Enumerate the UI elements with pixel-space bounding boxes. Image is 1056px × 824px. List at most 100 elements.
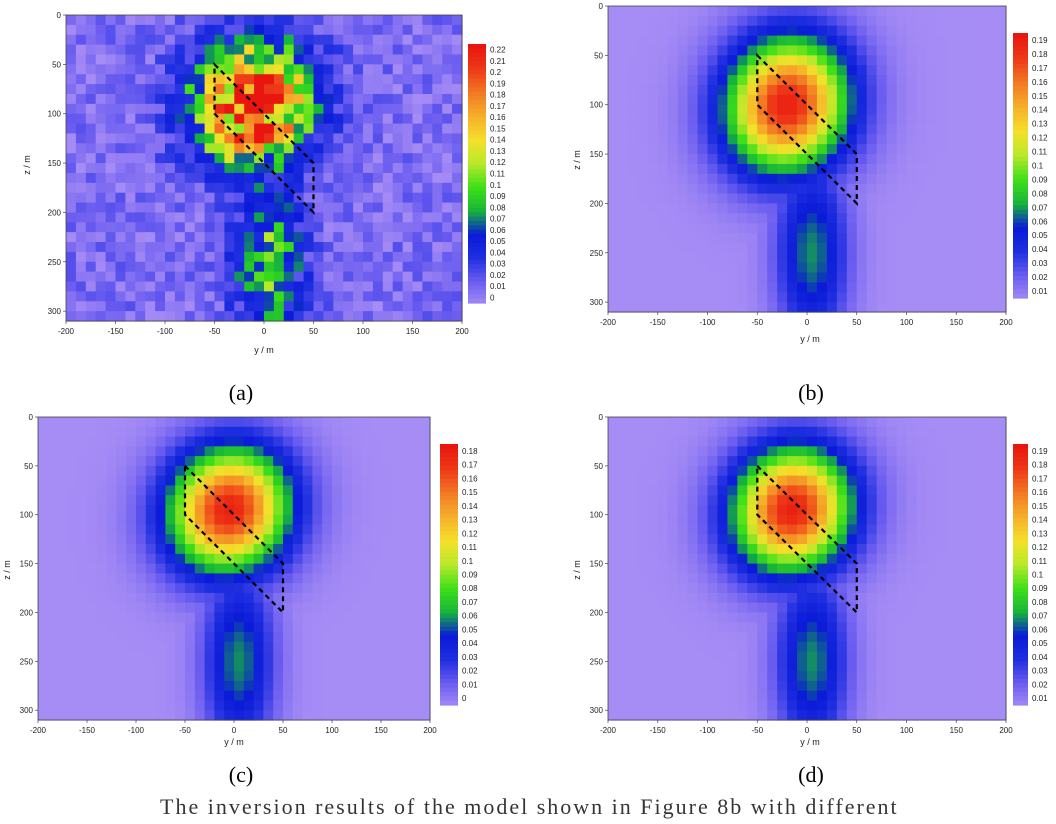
heatmap-cell [777,65,788,76]
heatmap-cell [243,651,255,662]
heatmap-cell [916,514,927,526]
heatmap-cell [115,251,126,263]
heatmap-cell [916,485,927,496]
heatmap-cell [363,291,374,302]
heatmap-cell [996,465,1007,477]
heatmap-cell [787,612,798,623]
heatmap-cell [966,84,977,96]
heatmap-cell [341,632,353,643]
colorbar-swatch [1013,169,1028,175]
heatmap-cell [707,6,719,17]
heatmap-cell [876,242,888,254]
heatmap-cell [916,15,927,27]
heatmap-cell [77,426,88,438]
heatmap-cell [382,182,394,194]
heatmap-cell [986,292,997,303]
heatmap-cell [866,465,878,477]
heatmap-cell [135,74,146,85]
colorbar-swatch [468,290,486,295]
heatmap-cell [116,700,127,711]
heatmap-cell [214,172,225,184]
heatmap-cell [956,223,967,234]
colorbar-swatch [468,134,486,140]
colorbar-tick-label: 0.08 [490,203,506,212]
heatmap-cell [292,622,304,633]
heatmap-cell [412,153,423,164]
heatmap-cell [717,282,728,293]
colorbar-tick-label: 0.16 [490,113,506,122]
heatmap-cell [966,504,977,516]
heatmap-cell [87,573,98,584]
heatmap-cell [96,446,108,457]
heatmap-cell [966,456,977,467]
heatmap-cell [846,553,858,565]
heatmap-cell [996,504,1007,516]
heatmap-cell [757,282,768,293]
heatmap-cell [105,172,117,184]
heatmap-cell [185,592,196,604]
heatmap-cell [254,212,265,223]
heatmap-cell [886,534,898,545]
y-tick-label: 100 [590,101,604,110]
heatmap-cell [946,15,957,27]
heatmap-cell [906,35,918,47]
heatmap-cell [85,222,97,233]
heatmap-cell [617,242,629,254]
heatmap-cell [155,592,166,604]
heatmap-cell [846,514,858,526]
heatmap-cell [432,182,443,194]
heatmap-cell [846,583,858,594]
heatmap-cell [77,563,88,574]
heatmap-cell [254,222,265,233]
heatmap-cell [224,153,235,164]
heatmap-cell [906,114,918,126]
heatmap-cell [856,504,868,516]
heatmap-cell [244,311,255,322]
heatmap-cell [175,456,186,467]
heatmap-cell [687,213,699,224]
heatmap-cell [422,232,433,243]
heatmap-cell [185,534,196,545]
heatmap-cell [302,485,313,496]
heatmap-cell [797,45,808,56]
heatmap-cell [966,524,977,535]
heatmap-cell [966,534,977,545]
heatmap-cell [363,301,374,312]
heatmap-cell [125,34,136,46]
caption-c: (c) [228,762,254,787]
heatmap-cell [757,154,768,165]
y-tick-label: 250 [590,249,604,258]
heatmap-cell [283,475,294,487]
heatmap-cell [896,65,908,76]
heatmap-cell [420,475,431,487]
heatmap-cell [333,143,344,154]
heatmap-cell [214,242,225,253]
heatmap-cell [667,592,679,604]
heatmap-cell [224,592,235,604]
heatmap-cell [826,6,838,17]
heatmap-cell [402,44,414,56]
heatmap-cell [382,281,394,292]
heatmap-cell [343,24,354,36]
heatmap-cell [727,573,738,584]
heatmap-cell [87,661,98,672]
heatmap-cell [312,475,323,487]
heatmap-cell [757,203,768,214]
heatmap-cell [194,426,206,438]
heatmap-cell [996,475,1007,487]
heatmap-cell [214,612,225,623]
heatmap-cell [155,64,166,75]
heatmap-cell [816,475,828,487]
heatmap-cell [95,34,107,46]
heatmap-cell [637,485,649,496]
heatmap-cell [224,93,235,105]
heatmap-cell [273,641,284,653]
heatmap-cell [382,172,394,184]
heatmap-cell [283,54,295,65]
heatmap-cell [797,163,808,175]
heatmap-cell [826,504,838,516]
heatmap-cell [757,223,768,234]
heatmap-cell [422,54,433,65]
heatmap-cell [707,173,719,185]
heatmap-cell [184,133,196,144]
